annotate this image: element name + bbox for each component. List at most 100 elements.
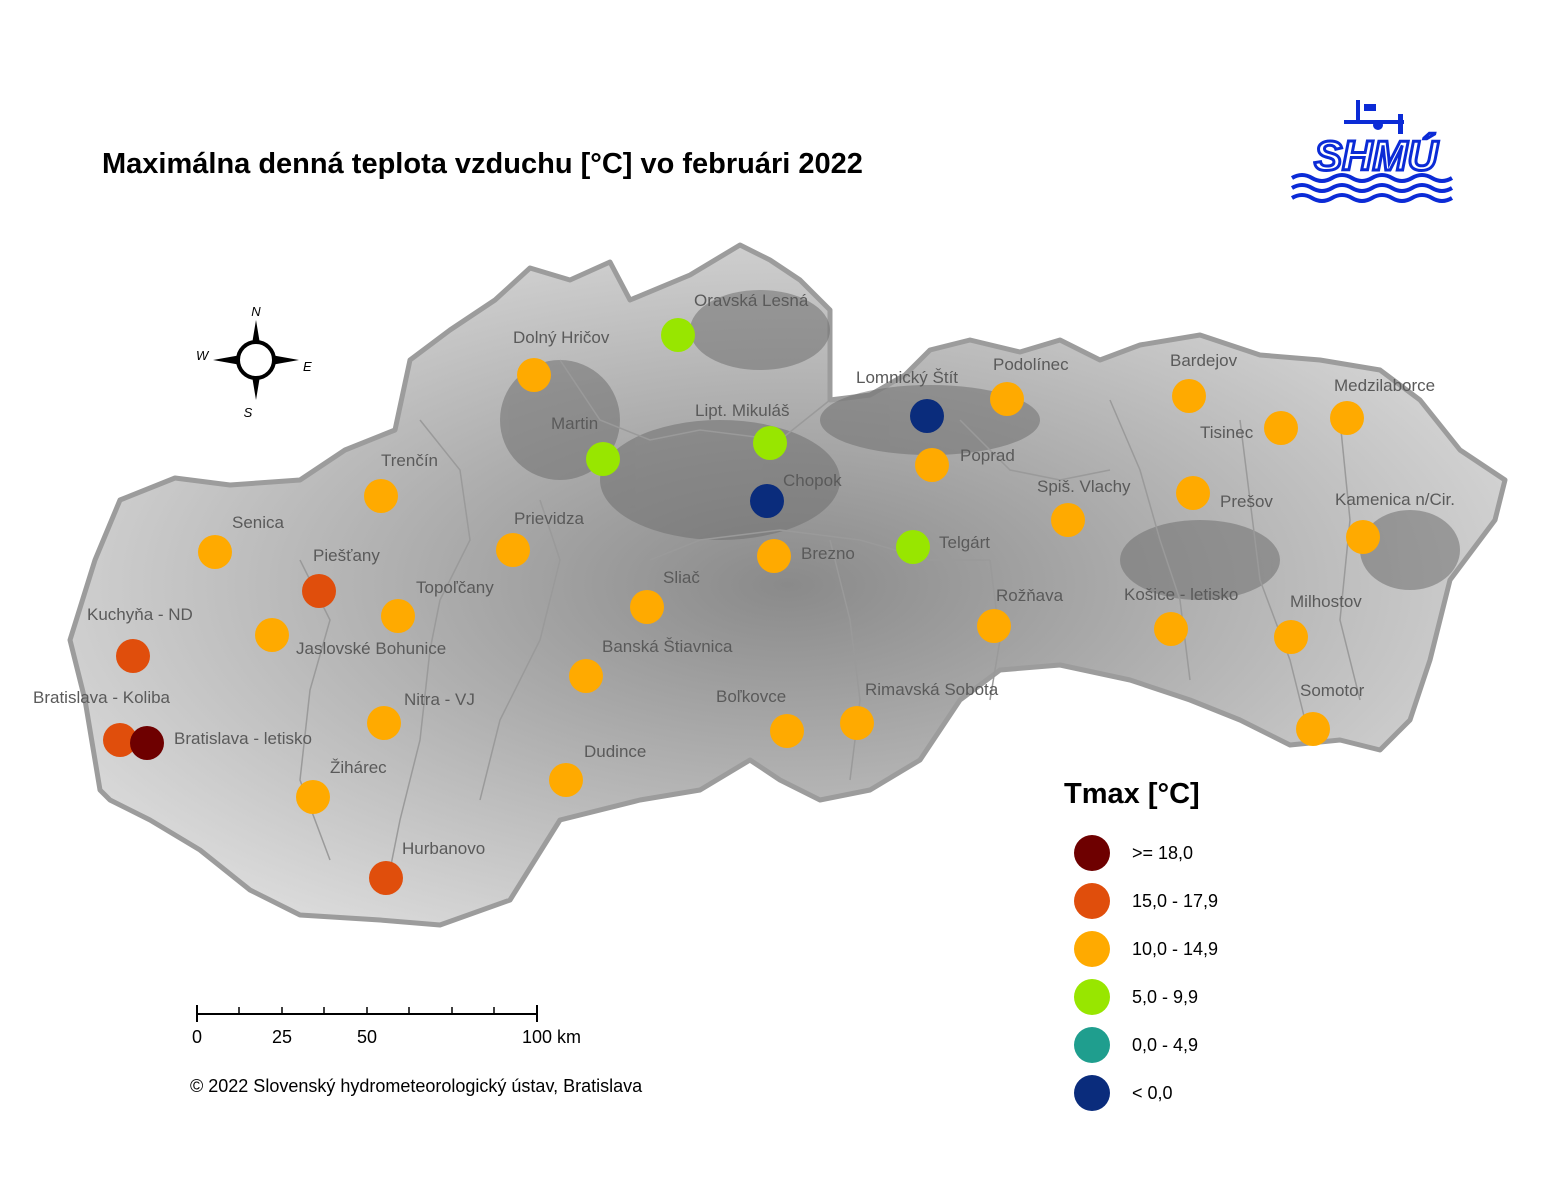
station-marker <box>302 574 336 608</box>
station-label: Kamenica n/Cir. <box>1335 490 1455 509</box>
station-marker <box>496 533 530 567</box>
station-label: Kuchyňa - ND <box>87 605 193 624</box>
station-label: Rožňava <box>996 586 1064 605</box>
legend-swatch <box>1074 931 1110 967</box>
compass-s: S <box>244 405 253 420</box>
station-label: Košice - letisko <box>1124 585 1238 604</box>
compass-rose: N E S W <box>196 304 312 420</box>
station-marker <box>915 448 949 482</box>
scale-bar: 0 25 50 100 km <box>192 1005 581 1047</box>
station-marker <box>569 659 603 693</box>
station-marker <box>1264 411 1298 445</box>
station-marker <box>977 609 1011 643</box>
station-marker <box>753 426 787 460</box>
station-marker <box>549 763 583 797</box>
legend-item: >= 18,0 <box>1064 829 1218 877</box>
station-marker <box>1176 476 1210 510</box>
station-marker <box>910 399 944 433</box>
legend-label: 5,0 - 9,9 <box>1132 986 1199 1007</box>
station-marker <box>517 358 551 392</box>
legend-swatch <box>1074 883 1110 919</box>
station-marker <box>1172 379 1206 413</box>
station-marker <box>750 484 784 518</box>
station-label: Milhostov <box>1290 592 1362 611</box>
stations-layer: Oravská Lesná Dolný Hričov Martin Lipt. Mik… <box>33 291 1455 895</box>
legend-rows: >= 18,0 15,0 - 17,9 10,0 - 14,9 5,0 - 9,9 0,… <box>1064 829 1218 1117</box>
station-label: Prievidza <box>514 509 584 528</box>
station-label: Dolný Hričov <box>513 328 610 347</box>
station-marker <box>1296 712 1330 746</box>
legend-item: 5,0 - 9,9 <box>1064 973 1218 1021</box>
legend-swatch <box>1074 1027 1110 1063</box>
station-label: Piešťany <box>313 546 380 565</box>
station-label: Oravská Lesná <box>694 291 809 310</box>
scale-label-50: 50 <box>357 1027 377 1047</box>
station-label: Bardejov <box>1170 351 1238 370</box>
station-marker <box>381 599 415 633</box>
station-marker <box>103 723 137 757</box>
station-label: Podolínec <box>993 355 1069 374</box>
station-marker <box>840 706 874 740</box>
station-marker <box>369 861 403 895</box>
station-marker <box>896 530 930 564</box>
legend-label: 0,0 - 4,9 <box>1132 1034 1199 1055</box>
legend-swatch <box>1074 979 1110 1015</box>
scale-label-100: 100 km <box>522 1027 581 1047</box>
station-label: Jaslovské Bohunice <box>296 639 446 658</box>
station-marker <box>586 442 620 476</box>
station-label: Lomnický Štít <box>856 368 958 387</box>
legend-item: < 0,0 <box>1064 1069 1218 1117</box>
station-label: Martin <box>551 414 598 433</box>
station-marker <box>1274 620 1308 654</box>
legend-label: < 0,0 <box>1132 1082 1173 1103</box>
map-title: Maximálna denná teplota vzduchu [°C] vo … <box>102 148 863 180</box>
copyright-text: © 2022 Slovenský hydrometeorologický úst… <box>190 1076 643 1096</box>
station-marker <box>255 618 289 652</box>
station-marker <box>116 639 150 673</box>
station-marker <box>198 535 232 569</box>
station-label: Somotor <box>1300 681 1365 700</box>
station-label: Hurbanovo <box>402 839 485 858</box>
station-label: Poprad <box>960 446 1015 465</box>
station-label: Prešov <box>1220 492 1273 511</box>
station-label: Lipt. Mikuláš <box>695 401 789 420</box>
district-boundaries <box>299 359 1361 871</box>
station-label: Banská Štiavnica <box>602 637 733 656</box>
station-label: Dudince <box>584 742 646 761</box>
legend-title: Tmax [°C] <box>1064 778 1200 810</box>
compass-w: W <box>196 348 210 363</box>
station-marker <box>990 382 1024 416</box>
station-label: Topoľčany <box>416 578 494 597</box>
station-marker <box>1051 503 1085 537</box>
legend-item: 0,0 - 4,9 <box>1064 1021 1218 1069</box>
station-label: Bratislava - letisko <box>174 729 312 748</box>
station-marker <box>367 706 401 740</box>
station-label: Brezno <box>801 544 855 563</box>
station-label: Rimavská Sobota <box>865 680 999 699</box>
legend-label: >= 18,0 <box>1132 842 1194 863</box>
legend-swatch <box>1074 1075 1110 1111</box>
station-marker <box>630 590 664 624</box>
station-marker <box>1330 401 1364 435</box>
logo-text: SHMÚ <box>1314 132 1439 179</box>
legend-swatch <box>1074 835 1110 871</box>
country-border <box>67 242 1508 928</box>
station-marker <box>770 714 804 748</box>
station-label: Chopok <box>783 471 842 490</box>
legend: Tmax [°C] >= 18,0 15,0 - 17,9 10,0 - 14,9 5… <box>1064 778 1218 1117</box>
station-marker <box>130 726 164 760</box>
station-label: Boľkovce <box>716 687 786 706</box>
scale-label-0: 0 <box>192 1027 202 1047</box>
station-label: Bratislava - Koliba <box>33 688 171 707</box>
compass-e: E <box>303 359 312 374</box>
station-marker <box>1154 612 1188 646</box>
station-label: Sliač <box>663 568 700 587</box>
station-marker <box>661 318 695 352</box>
station-label: Spiš. Vlachy <box>1037 477 1131 496</box>
legend-item: 10,0 - 14,9 <box>1064 925 1218 973</box>
station-marker <box>364 479 398 513</box>
station-label: Medzilaborce <box>1334 376 1435 395</box>
compass-n: N <box>251 304 261 319</box>
station-label: Tisinec <box>1200 423 1254 442</box>
